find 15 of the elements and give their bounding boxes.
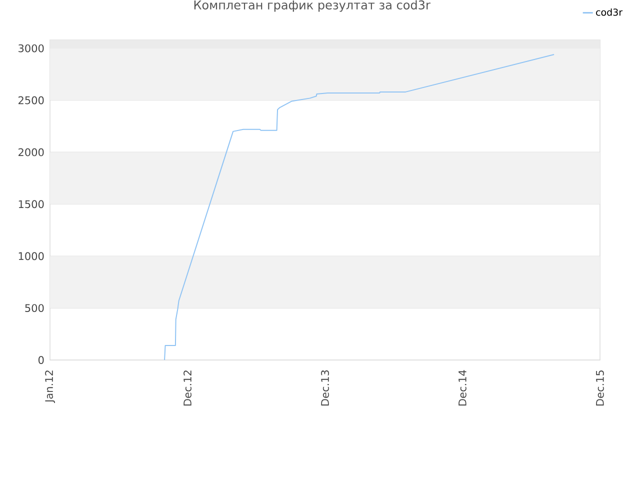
- line-series: [164, 54, 555, 360]
- legend-label: cod3r: [596, 8, 623, 16]
- y-tick-label: 1500: [18, 200, 44, 208]
- x-tick-label: Dec.14: [458, 370, 466, 406]
- x-tick-label: Dec.12: [184, 370, 192, 406]
- x-tick-label: Dec.13: [321, 370, 329, 406]
- y-tick-label: 3000: [18, 44, 44, 52]
- y-tick-label: 500: [25, 304, 44, 312]
- x-tick-label: Jan.12: [45, 370, 55, 403]
- y-tick-label: 0: [38, 356, 44, 364]
- y-tick-label: 2500: [18, 96, 44, 104]
- x-tick-label: Dec.15: [596, 370, 604, 406]
- y-tick-label: 1000: [18, 252, 44, 260]
- y-tick-label: 2000: [18, 148, 44, 156]
- chart-title: Комплетан график резултат за cod3r: [194, 0, 430, 12]
